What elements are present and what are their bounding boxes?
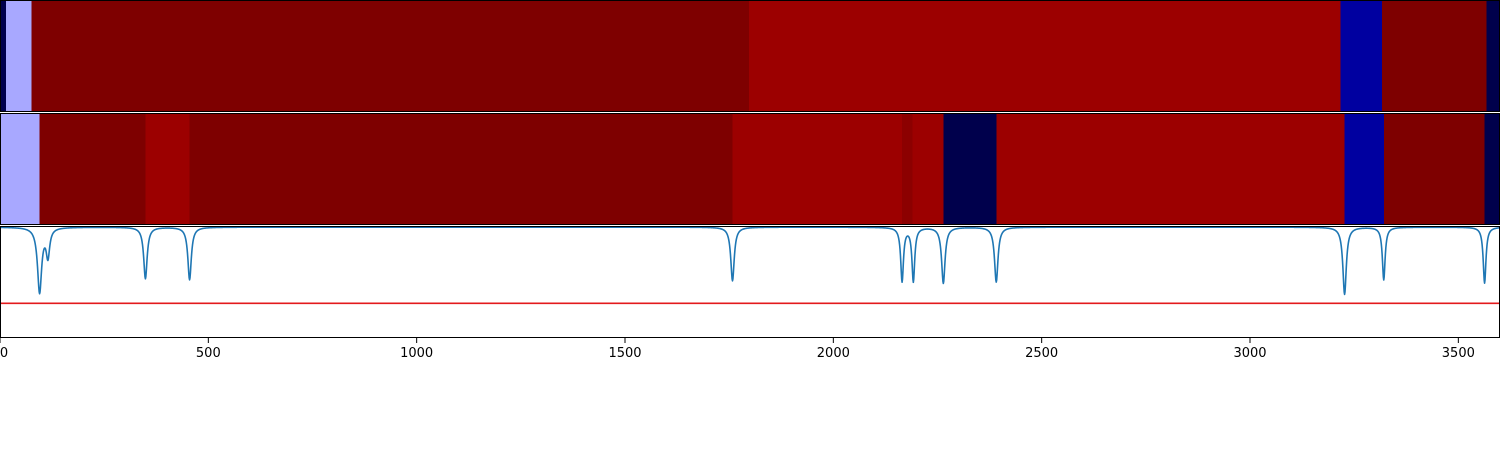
heatmap-segment-2-8 xyxy=(996,113,1345,225)
heatmap-segment-2-0 xyxy=(0,113,40,225)
heatmap-segment-1-6 xyxy=(1486,0,1500,112)
heatmap-panel-top xyxy=(0,0,1500,112)
line-panel xyxy=(0,226,1500,338)
x-tick-label: 0 xyxy=(0,346,8,361)
heatmap-segment-1-4 xyxy=(1340,0,1383,112)
x-tick-label: 1000 xyxy=(400,346,433,361)
heatmap-panel-middle xyxy=(0,113,1500,225)
heatmap-segment-2-1 xyxy=(39,113,146,225)
x-axis: 0 500 1000 1500 2000 2500 3000 3500 xyxy=(0,338,1475,361)
heatmap-segment-2-5 xyxy=(902,113,913,225)
heatmap-segment-1-5 xyxy=(1382,0,1487,112)
heatmap-segment-1-1 xyxy=(5,0,32,112)
heatmap-segment-2-3 xyxy=(189,113,733,225)
heatmap-segment-2-10 xyxy=(1383,113,1485,225)
heatmap-segment-2-9 xyxy=(1344,113,1384,225)
x-tick-label: 2000 xyxy=(817,346,850,361)
heatmap-segment-2-2 xyxy=(145,113,190,225)
heatmap-segment-2-7 xyxy=(943,113,997,225)
x-tick-label: 3000 xyxy=(1233,346,1266,361)
x-tick-label: 1500 xyxy=(608,346,641,361)
heatmap-segment-1-2 xyxy=(31,0,749,112)
x-tick-label: 3500 xyxy=(1442,346,1475,361)
heatmap-segment-1-0 xyxy=(0,0,6,112)
heatmap-segment-2-11 xyxy=(1484,113,1500,225)
heatmap-segment-2-6 xyxy=(912,113,944,225)
line-plot-area xyxy=(0,226,1500,305)
x-tick-label: 500 xyxy=(196,346,221,361)
heatmap-segment-1-3 xyxy=(748,0,1341,112)
x-tick-label: 2500 xyxy=(1025,346,1058,361)
series-line xyxy=(0,226,1500,296)
heatmap-segment-2-4 xyxy=(732,113,903,225)
panel-frame xyxy=(0,226,1500,338)
